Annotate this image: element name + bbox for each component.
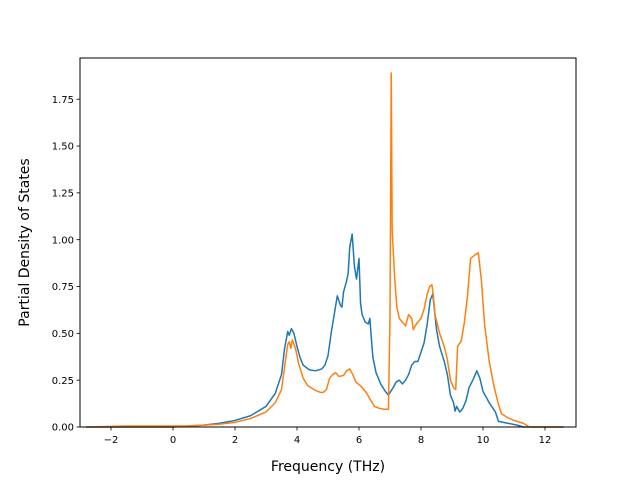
axes-frame	[79, 57, 577, 428]
y-tick-label: 0.50	[52, 329, 74, 340]
series-2-line	[86, 72, 564, 428]
x-tick-label: −2	[104, 435, 119, 446]
y-tick-label: 1.25	[52, 188, 74, 199]
y-tick-label: 1.00	[52, 235, 74, 246]
y-tick-label: 0.75	[52, 282, 74, 293]
x-axis: −2 0 2 4 6 8 10 12	[104, 427, 552, 446]
x-axis-label: Frequency (THz)	[271, 459, 385, 475]
x-tick-label: 6	[356, 435, 362, 446]
plot-area	[79, 57, 577, 428]
x-tick-label: 2	[232, 435, 238, 446]
series-1-line	[86, 233, 564, 428]
x-tick-label: 12	[539, 435, 552, 446]
y-axis: 0.00 0.25 0.50 0.75 1.00 1.25 1.50 1.75	[52, 95, 80, 434]
x-tick-label: 4	[294, 435, 300, 446]
y-tick-label: 1.75	[52, 95, 74, 106]
series-layer	[86, 72, 564, 428]
y-tick-label: 1.50	[52, 142, 74, 153]
x-tick-label: 8	[418, 435, 424, 446]
y-tick-label: 0.25	[52, 376, 74, 387]
y-axis-label: Partial Density of States	[17, 158, 33, 326]
x-tick-label: 0	[170, 435, 176, 446]
y-tick-label: 0.00	[52, 423, 74, 434]
x-tick-label: 10	[477, 435, 490, 446]
